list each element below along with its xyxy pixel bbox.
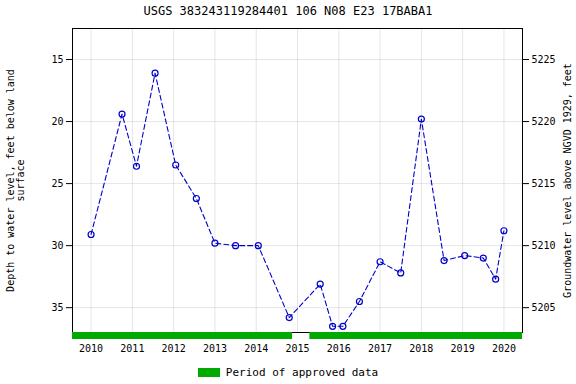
svg-text:2014: 2014 xyxy=(244,343,268,354)
html-text:Period of approved data: Period of approved data xyxy=(225,365,379,379)
svg-text:5225: 5225 xyxy=(532,54,556,65)
svg-text:2019: 2019 xyxy=(451,343,475,354)
svg-text:2012: 2012 xyxy=(162,343,186,354)
svg-text:2013: 2013 xyxy=(203,343,227,354)
svg-text:15: 15 xyxy=(51,54,63,65)
svg-text:2010: 2010 xyxy=(79,343,103,354)
svg-text:5215: 5215 xyxy=(532,178,556,189)
svg-text:5205: 5205 xyxy=(532,302,556,313)
svg-text:5210: 5210 xyxy=(532,240,556,251)
svg-text:2011: 2011 xyxy=(120,343,144,354)
svg-text:2018: 2018 xyxy=(409,343,433,354)
svg-text:2020: 2020 xyxy=(492,343,516,354)
svg-text:25: 25 xyxy=(51,178,63,189)
svg-text:5220: 5220 xyxy=(532,116,556,127)
svg-text:2016: 2016 xyxy=(327,343,351,354)
svg-text:2017: 2017 xyxy=(368,343,392,354)
svg-text:30: 30 xyxy=(51,240,63,251)
html-text:USGS 383243119284401 106 N08 E: USGS 383243119284401 106 N08 E23 17BABA1 xyxy=(143,4,433,18)
svg-text:2015: 2015 xyxy=(285,343,309,354)
svg-text:35: 35 xyxy=(51,302,63,313)
svg-text:Depth to water level, feet bel: Depth to water level, feet below landsur… xyxy=(5,69,26,292)
svg-text:Groundwater level above NGVD 1: Groundwater level above NGVD 1929, feet xyxy=(562,63,573,298)
svg-text:20: 20 xyxy=(51,116,63,127)
